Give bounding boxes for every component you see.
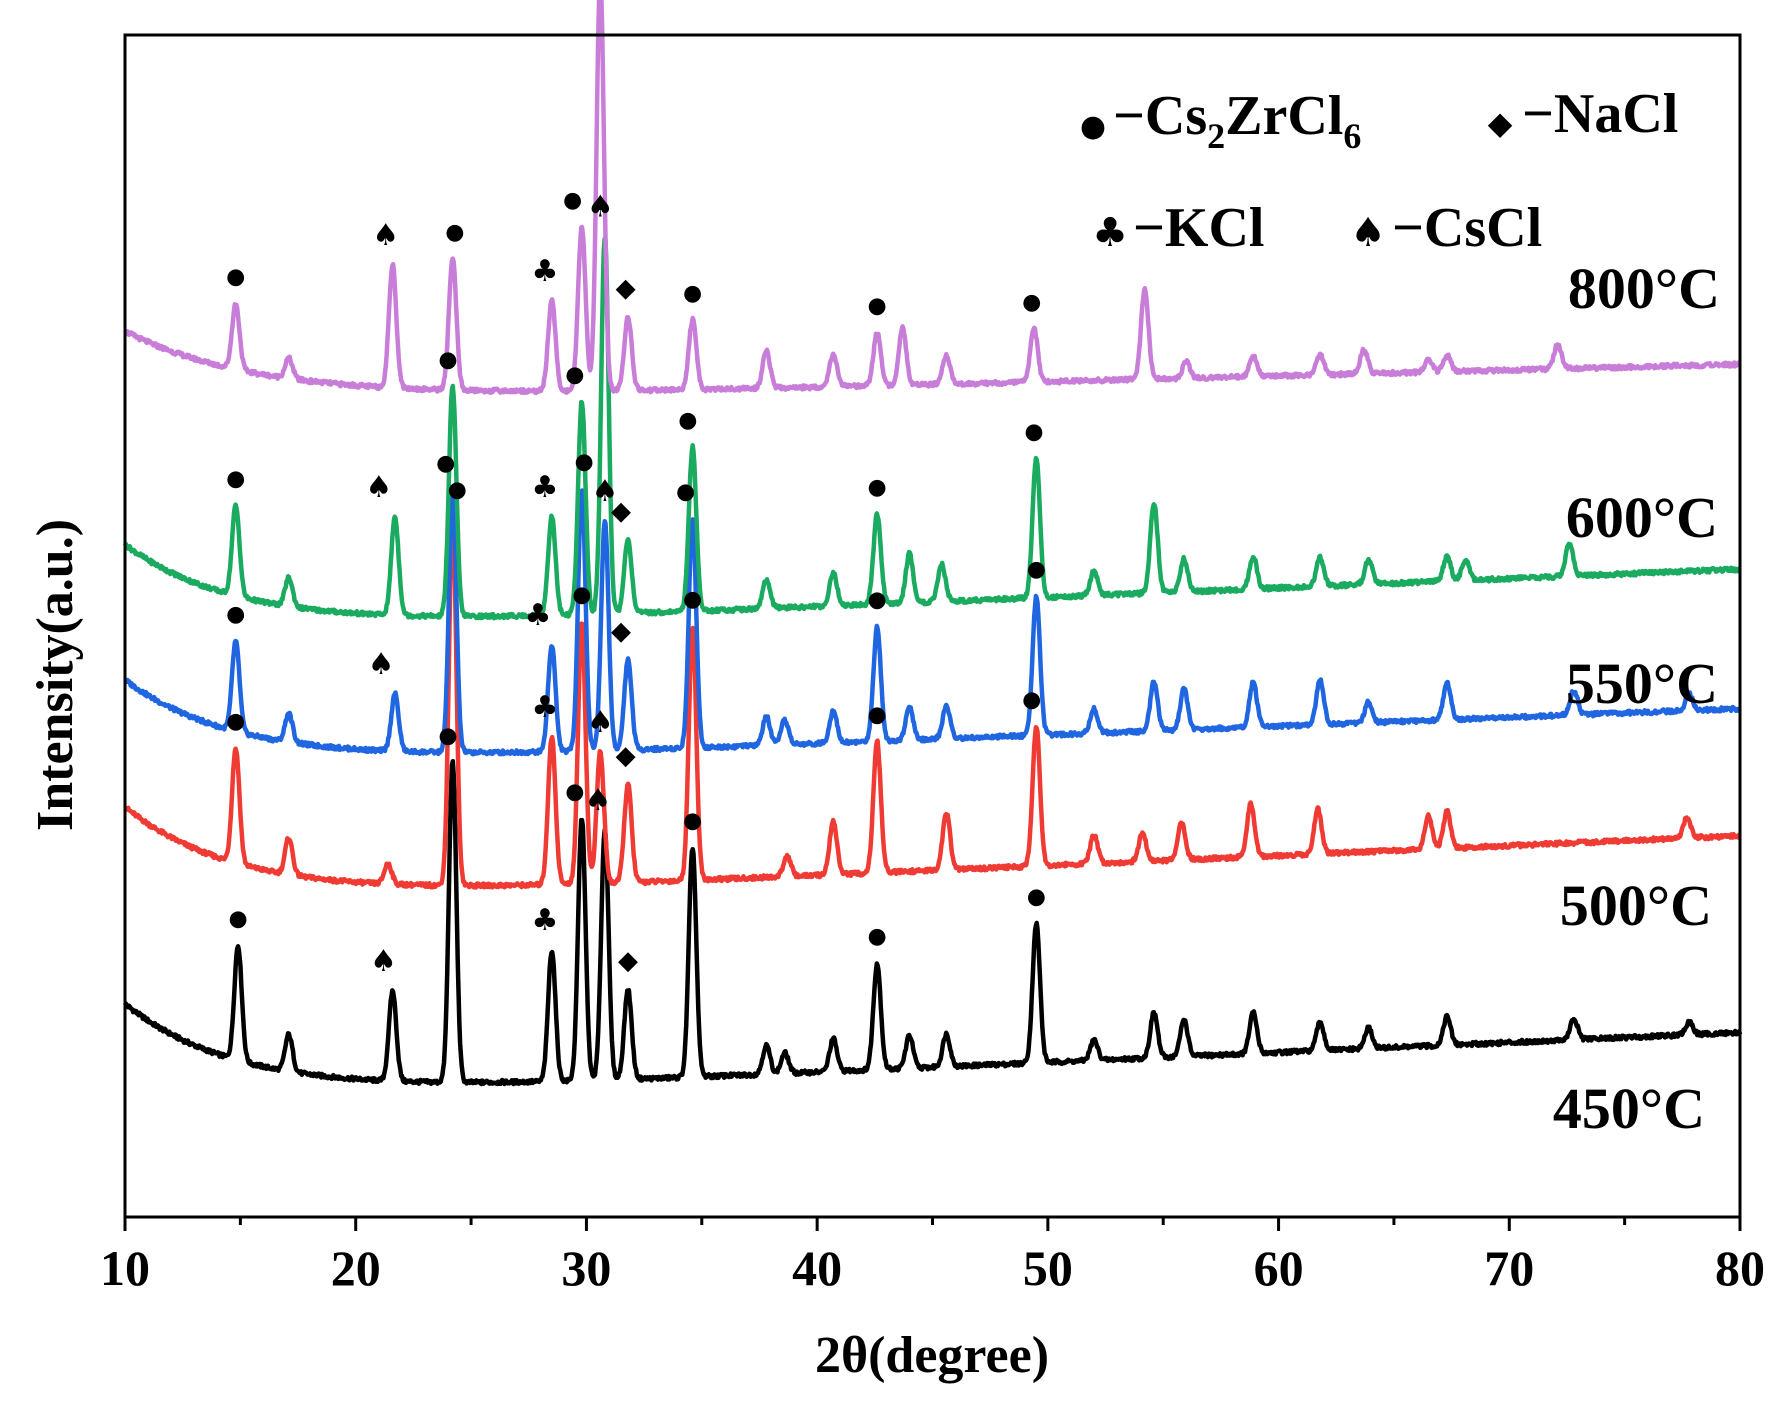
x-tick-label: 40 (792, 1240, 842, 1296)
phase-marker-dot: ● (867, 475, 886, 500)
phase-marker-diamond: ◆ (618, 946, 638, 976)
phase-marker-dot: ● (226, 265, 245, 290)
phase-marker-dot: ● (1027, 557, 1046, 582)
phase-marker-dot: ● (683, 808, 702, 833)
series-line (123, 0, 1742, 396)
phase-marker-club: ♣ (525, 598, 552, 633)
legend-entry-kcl: ♣ −KCl (1092, 197, 1264, 259)
temperature-label: 550°C (1566, 651, 1718, 716)
phase-marker-dot: ● (226, 709, 245, 734)
x-tick-label: 10 (100, 1240, 150, 1296)
phase-marker-spade: ♠ (591, 474, 618, 509)
phase-marker-dot: ● (228, 907, 247, 932)
x-axis-title: 2θ(degree) (815, 1327, 1049, 1384)
phase-marker-dot: ● (226, 602, 245, 627)
phase-marker-dot: ● (683, 587, 702, 612)
series-line (123, 487, 1742, 757)
series-500C (123, 513, 1742, 890)
x-tick-label: 80 (1715, 1240, 1765, 1296)
phase-marker-spade: ♠ (368, 647, 395, 682)
phase-marker-dot: ● (438, 724, 457, 749)
phase-marker-dot: ● (1022, 688, 1041, 713)
temperature-label: 500°C (1560, 873, 1712, 938)
phase-marker-diamond: ◆ (616, 741, 636, 771)
legend-entry-nacl: ◆ −NaCl (1488, 83, 1679, 145)
x-tick-label: 60 (1254, 1240, 1304, 1296)
phase-marker-dot: ● (1024, 419, 1043, 444)
legend-entry-cscl: ♠ −CsCl (1350, 197, 1542, 259)
phase-marker-club: ♣ (531, 470, 558, 505)
phase-marker-dot: ● (226, 467, 245, 492)
series-450C (122, 758, 1743, 1087)
phase-marker-diamond: ◆ (611, 497, 631, 527)
series-line (123, 513, 1742, 890)
phase-marker-spade: ♠ (372, 218, 399, 253)
legend-label-cs2zrcl6: −Cs2ZrCl6 (1113, 85, 1361, 156)
x-tick-label: 30 (561, 1240, 611, 1296)
phase-marker-dot: ● (574, 450, 593, 475)
series-550C (123, 487, 1742, 757)
phase-marker-dot: ● (448, 478, 467, 503)
phase-marker-dot: ● (1022, 290, 1041, 315)
x-axis-ticks: 10 20 30 40 50 60 70 80 (100, 1217, 1765, 1296)
phase-marker-spade: ♠ (370, 944, 397, 979)
legend-label-nacl: −NaCl (1522, 83, 1678, 145)
phase-marker-spade: ♠ (587, 705, 614, 740)
phase-marker-dot: ● (867, 703, 886, 728)
phase-marker-dot: ● (563, 188, 582, 213)
phase-marker-dot: ● (438, 348, 457, 373)
phase-marker-dot: ● (867, 588, 886, 613)
phase-marker-dot: ● (565, 779, 584, 804)
phase-marker-diamond: ◆ (611, 617, 631, 647)
legend-label-kcl: −KCl (1133, 197, 1264, 259)
phase-marker-diamond: ◆ (616, 274, 636, 304)
legend-spade-icon: ♠ (1350, 210, 1386, 256)
temperature-label-layer: 450°C 500°C 550°C 600°C 800°C (1553, 256, 1720, 1141)
phase-marker-dot: ● (445, 220, 464, 245)
x-tick-label: 20 (331, 1240, 381, 1296)
series-line (122, 236, 1742, 621)
phase-marker-dot: ● (572, 583, 591, 608)
series-layer (122, 0, 1743, 1087)
phase-marker-club: ♣ (531, 690, 558, 725)
legend-entry-cs2zrcl6: ● −Cs2ZrCl6 (1080, 85, 1361, 156)
y-axis-title: Intensity(a.u.) (27, 519, 84, 831)
series-line (122, 758, 1743, 1087)
phase-marker-dot: ● (1027, 885, 1046, 910)
phase-marker-dot: ● (676, 479, 695, 504)
phase-marker-club: ♣ (531, 903, 558, 938)
phase-marker-dot: ● (867, 294, 886, 319)
series-600C (122, 236, 1742, 621)
legend: ● −Cs2ZrCl6 ◆ −NaCl ♣ −KCl ♠ −CsCl (1080, 83, 1678, 259)
series-800C (123, 0, 1742, 396)
phase-marker-dot: ● (565, 362, 584, 387)
phase-marker-spade: ♠ (365, 470, 392, 505)
legend-label-cscl: −CsCl (1392, 197, 1542, 259)
x-tick-label: 50 (1023, 1240, 1073, 1296)
temperature-label: 450°C (1553, 1076, 1705, 1141)
phase-marker-layer: ●♠●♣● ♠◆●●●●●♣●♠◆●●●●♠●♣●♠◆●●●● ♠●♣●♠◆●●●●… (226, 188, 1046, 979)
phase-marker-spade: ♠ (587, 190, 614, 225)
phase-marker-dot: ● (436, 451, 455, 476)
legend-club-icon: ♣ (1092, 210, 1128, 256)
legend-diamond-icon: ◆ (1488, 104, 1513, 142)
phase-marker-dot: ● (867, 924, 886, 949)
phase-marker-club: ♣ (531, 254, 558, 289)
legend-dot-icon: ● (1080, 109, 1106, 144)
x-tick-label: 70 (1484, 1240, 1534, 1296)
phase-marker-spade: ♠ (585, 783, 612, 818)
temperature-label: 800°C (1568, 256, 1720, 321)
temperature-label: 600°C (1566, 485, 1718, 550)
phase-marker-dot: ● (683, 281, 702, 306)
phase-marker-dot: ● (678, 408, 697, 433)
